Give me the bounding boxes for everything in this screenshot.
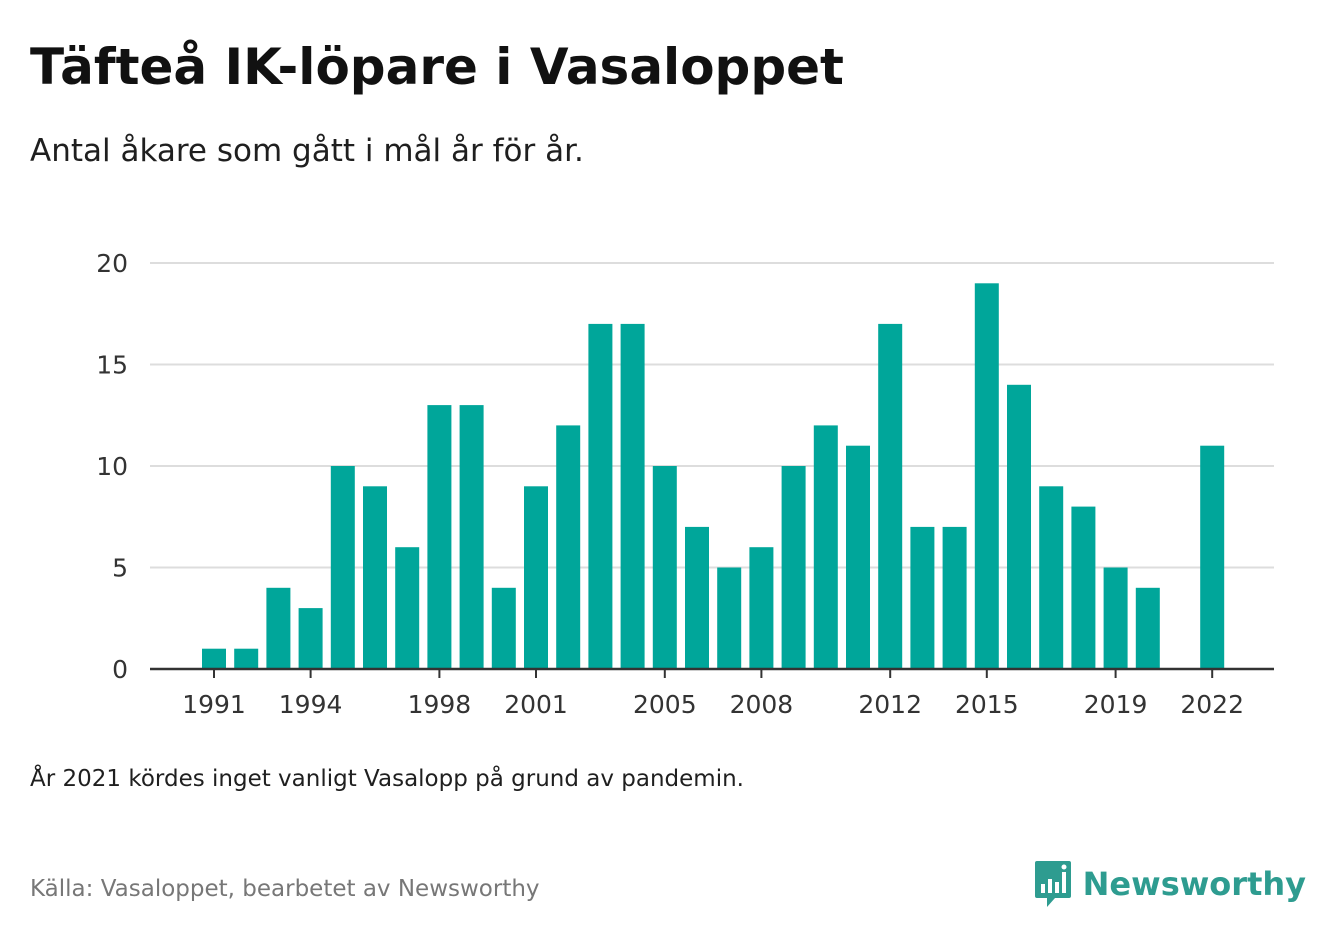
- bar-1997: [395, 547, 420, 669]
- bar-chart: 0 5 10 15 20 1991 1994 1998 2001 2005 2008 2012 2015…: [96, 249, 1274, 719]
- chart-subtitle: Antal åkare som gått i mål år för år.: [30, 133, 584, 169]
- bar-2019: [1103, 567, 1128, 669]
- source-text: Källa: Vasaloppet, bearbetet av Newswort…: [30, 876, 540, 902]
- bar-2015: [974, 283, 999, 669]
- bar-2018: [1071, 506, 1096, 669]
- y-tick-label: 5: [112, 554, 128, 583]
- bar-1999: [459, 405, 484, 669]
- bar-2006: [685, 526, 709, 669]
- gridlines: [150, 262, 1274, 569]
- x-tick-label: 2005: [633, 690, 697, 719]
- footnote: År 2021 kördes inget vanligt Vasalopp på…: [30, 766, 744, 792]
- bar-2002: [556, 425, 581, 669]
- bar-2000: [491, 587, 516, 669]
- y-tick-label: 10: [96, 452, 128, 481]
- bar-2022: [1200, 445, 1225, 669]
- bar-chart-speech-bubble-icon: [1034, 861, 1071, 907]
- brand-name: Newsworthy: [1082, 865, 1306, 903]
- bar-1991: [202, 648, 226, 669]
- bar-2003: [588, 323, 613, 669]
- bar-2011: [846, 445, 870, 669]
- bar-2017: [1039, 486, 1064, 669]
- bar-1994: [298, 608, 323, 669]
- bar-1998: [427, 405, 452, 669]
- x-tick-label: 2015: [955, 690, 1019, 719]
- bar-2013: [910, 526, 935, 669]
- x-tick-label: 2012: [858, 690, 922, 719]
- bar-1992: [234, 648, 259, 669]
- bars: [202, 283, 1225, 669]
- bar-1996: [363, 486, 387, 669]
- bar-2005: [652, 466, 677, 669]
- bar-2016: [1007, 384, 1031, 669]
- bar-2012: [878, 323, 903, 669]
- bar-2009: [781, 466, 806, 669]
- y-tick-label: 15: [96, 351, 128, 380]
- bar-2014: [942, 526, 967, 669]
- x-tick-label: 2001: [504, 690, 568, 719]
- y-tick-label: 20: [96, 249, 128, 278]
- bar-1995: [330, 466, 355, 669]
- y-tick-label: 0: [112, 655, 128, 684]
- x-tick-label: 2008: [730, 690, 794, 719]
- bar-2004: [620, 323, 645, 669]
- bar-2010: [813, 425, 838, 669]
- chart-title: Täfteå IK-löpare i Vasaloppet: [30, 38, 844, 96]
- axes: 0 5 10 15 20 1991 1994 1998 2001 2005 2008 2012 2015…: [96, 249, 1274, 719]
- bar-2020: [1135, 587, 1160, 669]
- bar-2008: [749, 547, 774, 669]
- x-tick-label: 1998: [408, 690, 472, 719]
- x-tick-label: 1994: [279, 690, 343, 719]
- brand-logo: Newsworthy: [1033, 860, 1306, 908]
- bar-2001: [524, 486, 548, 669]
- bar-2007: [717, 567, 742, 669]
- x-tick-label: 2022: [1180, 690, 1244, 719]
- x-tick-label: 1991: [182, 690, 246, 719]
- bar-1993: [266, 587, 291, 669]
- x-tick-label: 2019: [1084, 690, 1148, 719]
